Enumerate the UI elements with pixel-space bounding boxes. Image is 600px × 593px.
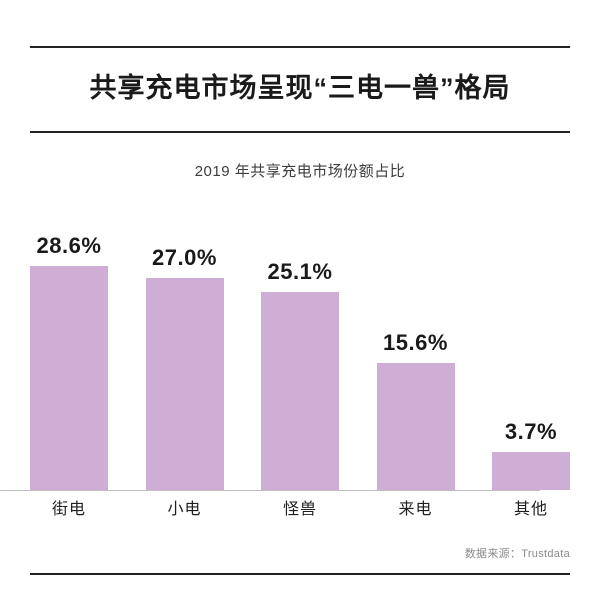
bar-rect <box>376 363 455 490</box>
bar-item: 28.6% <box>30 205 108 490</box>
bar-rect <box>30 265 108 490</box>
bar-rect <box>492 452 570 490</box>
page-title: 共享充电市场呈现“三电一兽”格局 <box>89 73 511 103</box>
x-axis-tick-label: 怪兽 <box>282 501 317 518</box>
bar-item: 3.7% <box>492 205 570 490</box>
bar-item: 25.1% <box>261 205 339 490</box>
x-axis-tick-label: 其他 <box>513 501 548 518</box>
bar-series: 28.6% 27.0% 25.1% 15.6% 3.7% <box>30 205 570 490</box>
bar-value-label: 28.6% <box>36 232 102 258</box>
divider-top <box>30 46 570 48</box>
x-axis-tick-label: 来电 <box>398 501 433 518</box>
bar-value-label: 27.0% <box>152 244 217 270</box>
x-axis-tick-labels: 街电 小电 怪兽 来电 其他 <box>30 495 570 519</box>
bar-chart: 28.6% 27.0% 25.1% 15.6% 3.7% <box>30 205 570 490</box>
chart-subtitle: 2019 年共享充电市场份额占比 <box>194 163 406 180</box>
x-axis-tick-label: 街电 <box>51 501 86 518</box>
bar-item: 27.0% <box>145 205 224 490</box>
bar-value-label: 15.6% <box>383 330 448 355</box>
divider-bottom <box>30 573 570 575</box>
bar-rect <box>145 277 224 490</box>
bar-value-label: 25.1% <box>267 258 333 284</box>
x-axis-line <box>0 490 540 491</box>
bar-value-label: 3.7% <box>504 419 558 445</box>
data-source-note: 数据来源：Trustdata <box>464 548 570 560</box>
bar-rect <box>261 291 339 490</box>
divider-middle <box>30 131 570 133</box>
x-axis-tick-label: 小电 <box>167 501 202 518</box>
bar-item: 15.6% <box>376 205 455 490</box>
